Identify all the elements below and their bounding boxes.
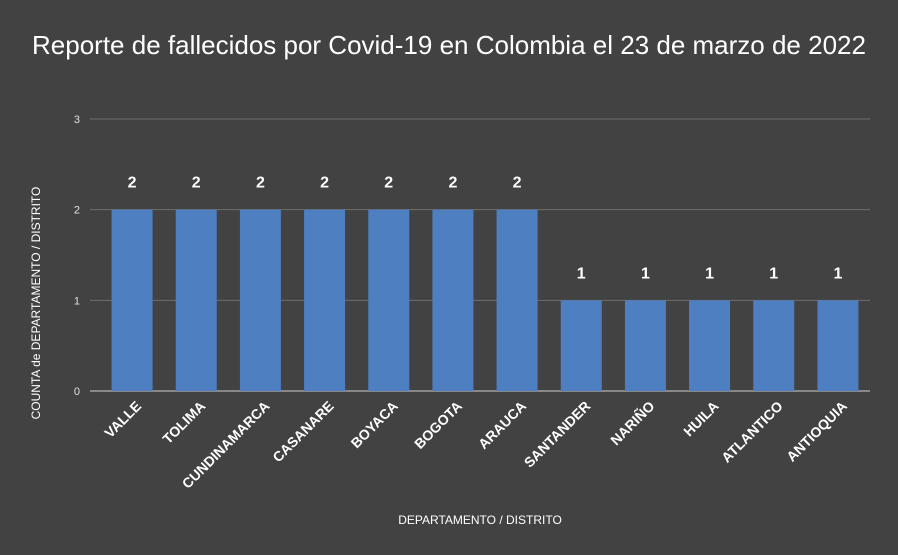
- gridlines: [90, 118, 870, 392]
- bar: [432, 209, 474, 391]
- data-label: 2: [128, 175, 137, 192]
- data-label: 2: [384, 175, 393, 192]
- bar: [817, 300, 859, 391]
- bar: [111, 209, 153, 391]
- x-tick-label: ANTIOQUIA: [783, 398, 850, 465]
- x-tick-label: CASANARE: [269, 398, 336, 465]
- x-tick-label: BOGOTA: [411, 398, 465, 452]
- y-tick-label: 1: [74, 295, 80, 307]
- y-axis-title: COUNTA de DEPARTAMENTO / DISTRITO: [29, 187, 43, 420]
- data-label: 2: [256, 175, 265, 192]
- bar: [753, 300, 795, 391]
- x-tick-label: TOLIMA: [159, 398, 208, 447]
- bar: [624, 300, 666, 391]
- y-axis-ticks: 0 1 2 3: [74, 114, 80, 398]
- y-tick-label: 0: [74, 386, 80, 398]
- x-tick-label: HUILA: [680, 398, 722, 440]
- bar: [689, 300, 731, 391]
- x-axis-title: DEPARTAMENTO / DISTRITO: [398, 513, 562, 527]
- bar: [175, 209, 217, 391]
- y-tick-label: 2: [74, 205, 80, 217]
- x-tick-label: SANTANDER: [521, 398, 594, 471]
- bar: [560, 300, 602, 391]
- x-tick-label: NARIÑO: [606, 397, 657, 448]
- data-labels: 2 2 2 2 2 2 2 1 1 1 1 1: [128, 175, 843, 283]
- bar: [239, 209, 281, 391]
- data-label: 2: [192, 175, 201, 192]
- data-label: 1: [641, 265, 650, 282]
- chart-title: Reporte de fallecidos por Covid-19 en Co…: [32, 30, 866, 60]
- x-tick-label: BOYACA: [348, 398, 401, 451]
- x-tick-label: VALLE: [101, 398, 144, 441]
- x-tick-label: ATLANTICO: [718, 398, 786, 466]
- data-label: 1: [577, 265, 586, 282]
- data-label: 1: [705, 265, 714, 282]
- data-label: 2: [448, 175, 457, 192]
- bar: [304, 209, 346, 391]
- data-label: 1: [769, 265, 778, 282]
- bars: [111, 209, 859, 391]
- data-label: 2: [513, 175, 522, 192]
- data-label: 2: [320, 175, 329, 192]
- data-label: 1: [833, 265, 842, 282]
- bar: [496, 209, 538, 391]
- bar: [368, 209, 410, 391]
- y-tick-label: 3: [74, 114, 80, 126]
- x-tick-label: ARAUCA: [475, 398, 529, 452]
